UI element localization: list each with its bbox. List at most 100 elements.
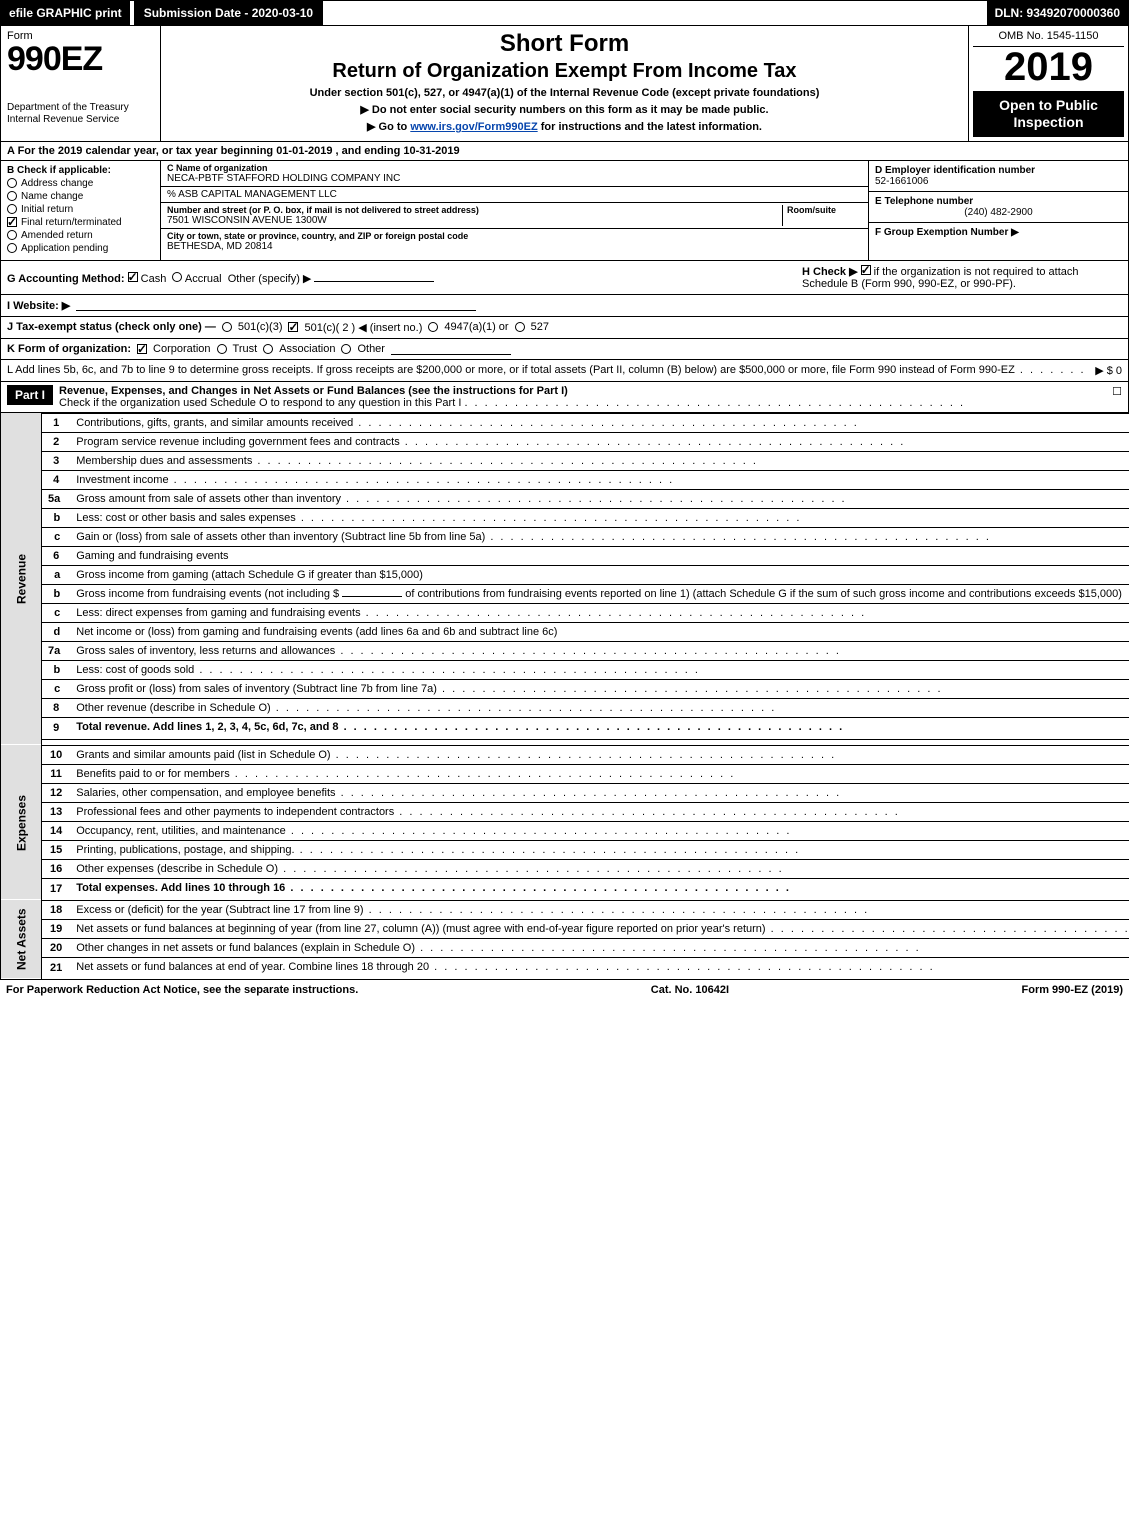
line-14-desc: Occupancy, rent, utilities, and maintena… (70, 821, 1129, 840)
instr-link-pre: ▶ Go to (367, 121, 410, 133)
line-6c: c Less: direct expenses from gaming and … (1, 603, 1129, 622)
return-title: Return of Organization Exempt From Incom… (169, 60, 960, 83)
phone-label: E Telephone number (875, 196, 1122, 207)
open-to-public: Open to Public Inspection (973, 91, 1124, 137)
line-12-desc: Salaries, other compensation, and employ… (70, 783, 1129, 802)
line-19-desc: Net assets or fund balances at beginning… (70, 919, 1129, 938)
line-18-desc: Excess or (deficit) for the year (Subtra… (70, 900, 1129, 919)
city-row: City or town, state or province, country… (161, 229, 868, 254)
j-501c-check[interactable] (288, 322, 298, 332)
j-4947-check[interactable] (428, 322, 438, 332)
line-9: 9 Total revenue. Add lines 1, 2, 3, 4, 5… (1, 717, 1129, 739)
short-form-title: Short Form (169, 30, 960, 58)
irs-link[interactable]: www.irs.gov/Form990EZ (410, 121, 537, 133)
line-9-desc: Total revenue. Add lines 1, 2, 3, 4, 5c,… (76, 721, 844, 733)
part1-badge: Part I (7, 385, 53, 405)
chk-initial-return[interactable]: Initial return (7, 204, 154, 215)
chk-final-return[interactable]: Final return/terminated (7, 217, 154, 228)
efile-print-button[interactable]: efile GRAPHIC print (1, 1, 130, 25)
k-assoc-check[interactable] (263, 344, 273, 354)
section-f: F Group Exemption Number ▶ (869, 223, 1128, 260)
line-21: 21 Net assets or fund balances at end of… (1, 957, 1129, 979)
line-6b: b Gross income from fundraising events (… (1, 584, 1129, 603)
header-center: Short Form Return of Organization Exempt… (161, 26, 968, 141)
j-527-label: 527 (531, 321, 549, 333)
group-exemption-label: F Group Exemption Number ▶ (875, 227, 1122, 238)
k-corp-check[interactable] (137, 344, 147, 354)
k-other-check[interactable] (341, 344, 351, 354)
line-7c-desc: Gross profit or (loss) from sales of inv… (70, 679, 1129, 698)
line-5b: b Less: cost or other basis and sales ex… (1, 508, 1129, 527)
street-row: Number and street (or P. O. box, if mail… (161, 203, 868, 229)
revenue-vert-label: Revenue (1, 413, 42, 745)
line-8: 8 Other revenue (describe in Schedule O)… (1, 698, 1129, 717)
line-3-desc: Membership dues and assessments (70, 451, 1129, 470)
chk-name-change[interactable]: Name change (7, 191, 154, 202)
street-label: Number and street (or P. O. box, if mail… (167, 205, 782, 215)
line-7b: b Less: cost of goods sold 7b 0 (1, 660, 1129, 679)
chk-amended-return-label: Amended return (21, 230, 93, 241)
expenses-vert-label: Expenses (1, 745, 42, 900)
line-20-desc: Other changes in net assets or fund bala… (70, 938, 1129, 957)
city-label: City or town, state or province, country… (167, 231, 862, 241)
header-left: Form 990EZ Department of the Treasury In… (1, 26, 161, 141)
line-1-desc: Contributions, gifts, grants, and simila… (70, 413, 1129, 432)
entity-block: B Check if applicable: Address change Na… (0, 161, 1129, 261)
city: BETHESDA, MD 20814 (167, 241, 862, 252)
org-name-label: C Name of organization (167, 163, 862, 173)
chk-amended-return[interactable]: Amended return (7, 230, 154, 241)
line-10: Expenses 10 Grants and similar amounts p… (1, 745, 1129, 764)
line-6b-blank (342, 596, 402, 597)
chk-address-change[interactable]: Address change (7, 178, 154, 189)
line-5c: c Gain or (loss) from sale of assets oth… (1, 527, 1129, 546)
room-label: Room/suite (787, 205, 862, 215)
j-527-check[interactable] (515, 322, 525, 332)
phone-value: (240) 482-2900 (875, 207, 1122, 218)
j-label: J Tax-exempt status (check only one) — (7, 321, 216, 333)
chk-application-pending[interactable]: Application pending (7, 243, 154, 254)
h-check[interactable] (861, 265, 871, 275)
row-j: J Tax-exempt status (check only one) — 5… (1, 317, 1128, 339)
line-6d: d Net income or (loss) from gaming and f… (1, 622, 1129, 641)
j-4947-label: 4947(a)(1) or (444, 321, 508, 333)
line-6-desc: Gaming and fundraising events (70, 546, 1129, 565)
row-g-h: G Accounting Method: Cash Accrual Other … (1, 261, 1128, 295)
k-other-label: Other (357, 343, 385, 355)
section-h: H Check ▶ if the organization is not req… (802, 265, 1122, 290)
line-6c-desc: Less: direct expenses from gaming and fu… (70, 603, 1129, 622)
submission-date: Submission Date - 2020-03-10 (130, 1, 323, 25)
k-other-blank (391, 343, 511, 355)
line-16: 16 Other expenses (describe in Schedule … (1, 859, 1129, 878)
k-trust-label: Trust (233, 343, 258, 355)
line-7a-desc: Gross sales of inventory, less returns a… (70, 641, 1129, 660)
line-2-desc: Program service revenue including govern… (70, 432, 1129, 451)
section-e: E Telephone number (240) 482-2900 (869, 192, 1128, 223)
line-3: 3 Membership dues and assessments 3 (1, 451, 1129, 470)
line-15-desc: Printing, publications, postage, and shi… (70, 840, 1129, 859)
j-501c3-check[interactable] (222, 322, 232, 332)
line-12: 12 Salaries, other compensation, and emp… (1, 783, 1129, 802)
section-b: B Check if applicable: Address change Na… (1, 161, 161, 260)
care-of-row: % ASB CAPITAL MANAGEMENT LLC (161, 187, 868, 203)
k-assoc-label: Association (279, 343, 335, 355)
instr-ssn: ▶ Do not enter social security numbers o… (169, 103, 960, 116)
line-5a-desc: Gross amount from sale of assets other t… (70, 489, 1129, 508)
tax-year-row: A For the 2019 calendar year, or tax yea… (0, 142, 1129, 161)
g-cash-check[interactable] (128, 272, 138, 282)
part1-check-box[interactable]: ☐ (1112, 385, 1122, 398)
g-accrual-check[interactable] (172, 272, 182, 282)
line-21-desc: Net assets or fund balances at end of ye… (76, 961, 934, 973)
line-6d-desc: Net income or (loss) from gaming and fun… (70, 622, 1129, 641)
line-8-desc: Other revenue (describe in Schedule O) (70, 698, 1129, 717)
k-trust-check[interactable] (217, 344, 227, 354)
row-l: L Add lines 5b, 6c, and 7b to line 9 to … (1, 360, 1128, 381)
line-7c: c Gross profit or (loss) from sales of i… (1, 679, 1129, 698)
line-1: Revenue 1 Contributions, gifts, grants, … (1, 413, 1129, 432)
line-4: 4 Investment income 4 (1, 470, 1129, 489)
line-5a: 5a Gross amount from sale of assets othe… (1, 489, 1129, 508)
line-2: 2 Program service revenue including gove… (1, 432, 1129, 451)
line-6a-desc: Gross income from gaming (attach Schedul… (70, 565, 1129, 584)
section-d: D Employer identification number 52-1661… (869, 161, 1128, 192)
row-k: K Form of organization: Corporation Trus… (1, 339, 1128, 360)
form-header: Form 990EZ Department of the Treasury In… (0, 26, 1129, 142)
